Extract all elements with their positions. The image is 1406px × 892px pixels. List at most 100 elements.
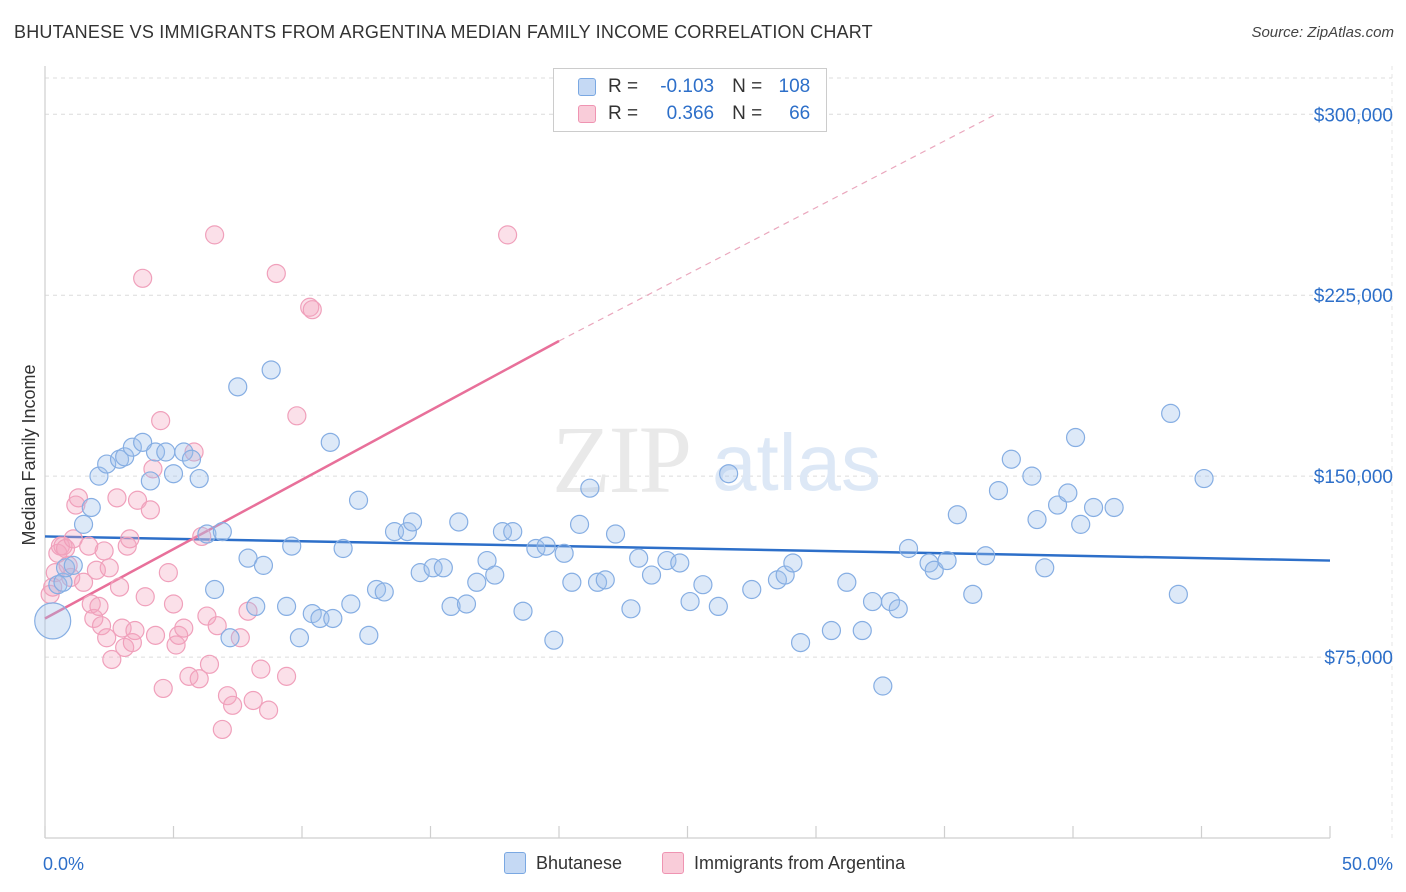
data-point-bhutanese [374,582,394,602]
trend-lines [44,113,1331,620]
data-point-bhutanese [402,512,423,532]
data-point-bhutanese [536,536,556,556]
data-point-argentina [205,225,225,245]
data-point-bhutanese [73,514,94,534]
data-point-bhutanese [63,555,83,575]
data-point-bhutanese [790,632,811,653]
data-point-bhutanese [1065,427,1086,448]
data-point-argentina [66,495,86,515]
data-point-bhutanese [888,599,908,619]
data-point-argentina [498,225,518,245]
data-point-bhutanese [449,512,469,532]
data-point-argentina [300,297,320,317]
data-point-bhutanese [441,596,461,617]
data-point-bhutanese [174,442,194,462]
data-point-bhutanese [1083,497,1104,518]
data-point-argentina [145,625,166,645]
chart-source: Source: ZipAtlas.com [1251,24,1394,41]
data-point-bhutanese [569,514,590,534]
data-point-argentina [189,669,209,689]
legend-n-value-argentina: 66 [789,103,811,124]
data-point-argentina [243,690,263,711]
data-point-argentina [230,628,250,648]
data-point-argentina [207,616,227,636]
data-point-bhutanese [1001,449,1021,469]
data-point-bhutanese [282,536,302,556]
data-point-bhutanese [163,464,184,484]
data-point-bhutanese [261,360,281,380]
data-point-argentina [199,654,220,674]
data-point-argentina [120,529,140,549]
data-point-bhutanese [410,563,430,583]
data-point-argentina [99,558,119,578]
legend-r-value-bhutanese: -0.103 [660,76,715,97]
data-point-argentina [174,618,194,638]
data-point-bhutanese [976,546,996,566]
data-point-bhutanese [320,432,340,452]
legend-n-value-bhutanese: 108 [778,76,811,97]
data-point-bhutanese [988,481,1009,501]
data-point-bhutanese [133,432,153,452]
legend-row-bhutanese: R = -0.103 N = 108 [578,75,810,99]
chart-title: BHUTANESE VS IMMIGRANTS FROM ARGENTINA M… [14,22,873,42]
data-point-bhutanese [513,601,533,621]
data-point-argentina [163,594,184,614]
data-point-bhutanese [1071,514,1091,534]
data-point-argentina [287,406,307,426]
data-point-argentina [133,268,153,288]
data-point-argentina [276,666,297,686]
data-point-bhutanese [228,377,248,397]
legend-swatch-bhutanese [578,78,596,96]
data-point-bhutanese [397,522,417,542]
data-point-bhutanese [898,538,919,559]
data-point-bhutanese [323,608,343,629]
data-point-bhutanese [641,565,662,585]
data-point-bhutanese [554,543,574,563]
data-point-argentina [63,529,83,549]
data-point-bhutanese [775,565,795,585]
data-point-argentina [97,628,117,648]
data-point-bhutanese [544,630,564,650]
data-point-bhutanese [1035,558,1055,578]
data-point-argentina [223,695,243,715]
data-point-bhutanese [1022,466,1042,486]
data-point-bhutanese [189,468,209,489]
watermark-zip: ZIP [552,406,690,513]
legend-swatch-argentina [578,105,596,123]
data-point-bhutanese [562,572,582,592]
legend-row-argentina: R = 0.366 N = 66 [578,102,810,126]
bottom-legend-swatch-bhutanese [504,852,526,874]
data-point-bhutanese [423,558,443,578]
data-point-bhutanese [629,548,649,568]
data-point-bhutanese [1027,509,1047,530]
data-point-bhutanese [456,594,477,614]
data-point-argentina [217,686,238,706]
data-point-bhutanese [289,628,310,648]
data-point-bhutanese [97,454,117,474]
y-tick-label: $300,000 [1314,105,1393,126]
x-tick-label-max: 50.0% [1342,854,1393,874]
data-point-argentina [79,536,99,556]
data-point-bhutanese [485,565,505,585]
data-point-argentina [53,536,73,556]
bottom-legend-bhutanese: Bhutanese [504,852,622,874]
legend-n-label: N = [732,76,763,97]
data-point-bhutanese [205,579,225,600]
trend-line-argentina-extension [558,113,997,342]
data-point-bhutanese [852,620,872,641]
data-point-bhutanese [1194,468,1214,489]
data-point-bhutanese [156,442,176,462]
data-point-bhutanese [467,572,487,592]
data-point-argentina [197,606,217,626]
data-point-argentina [212,719,232,740]
data-point-bhutanese [220,628,240,648]
data-point-bhutanese [115,447,135,467]
data-point-argentina [302,300,322,320]
data-point-bhutanese [862,591,883,612]
data-point-bhutanese [246,596,266,617]
bottom-legend-argentina: Immigrants from Argentina [662,852,905,874]
series-immigrants-from-argentina [40,225,518,740]
y-tick-label: $75,000 [1324,648,1393,669]
data-point-bhutanese [693,575,713,595]
